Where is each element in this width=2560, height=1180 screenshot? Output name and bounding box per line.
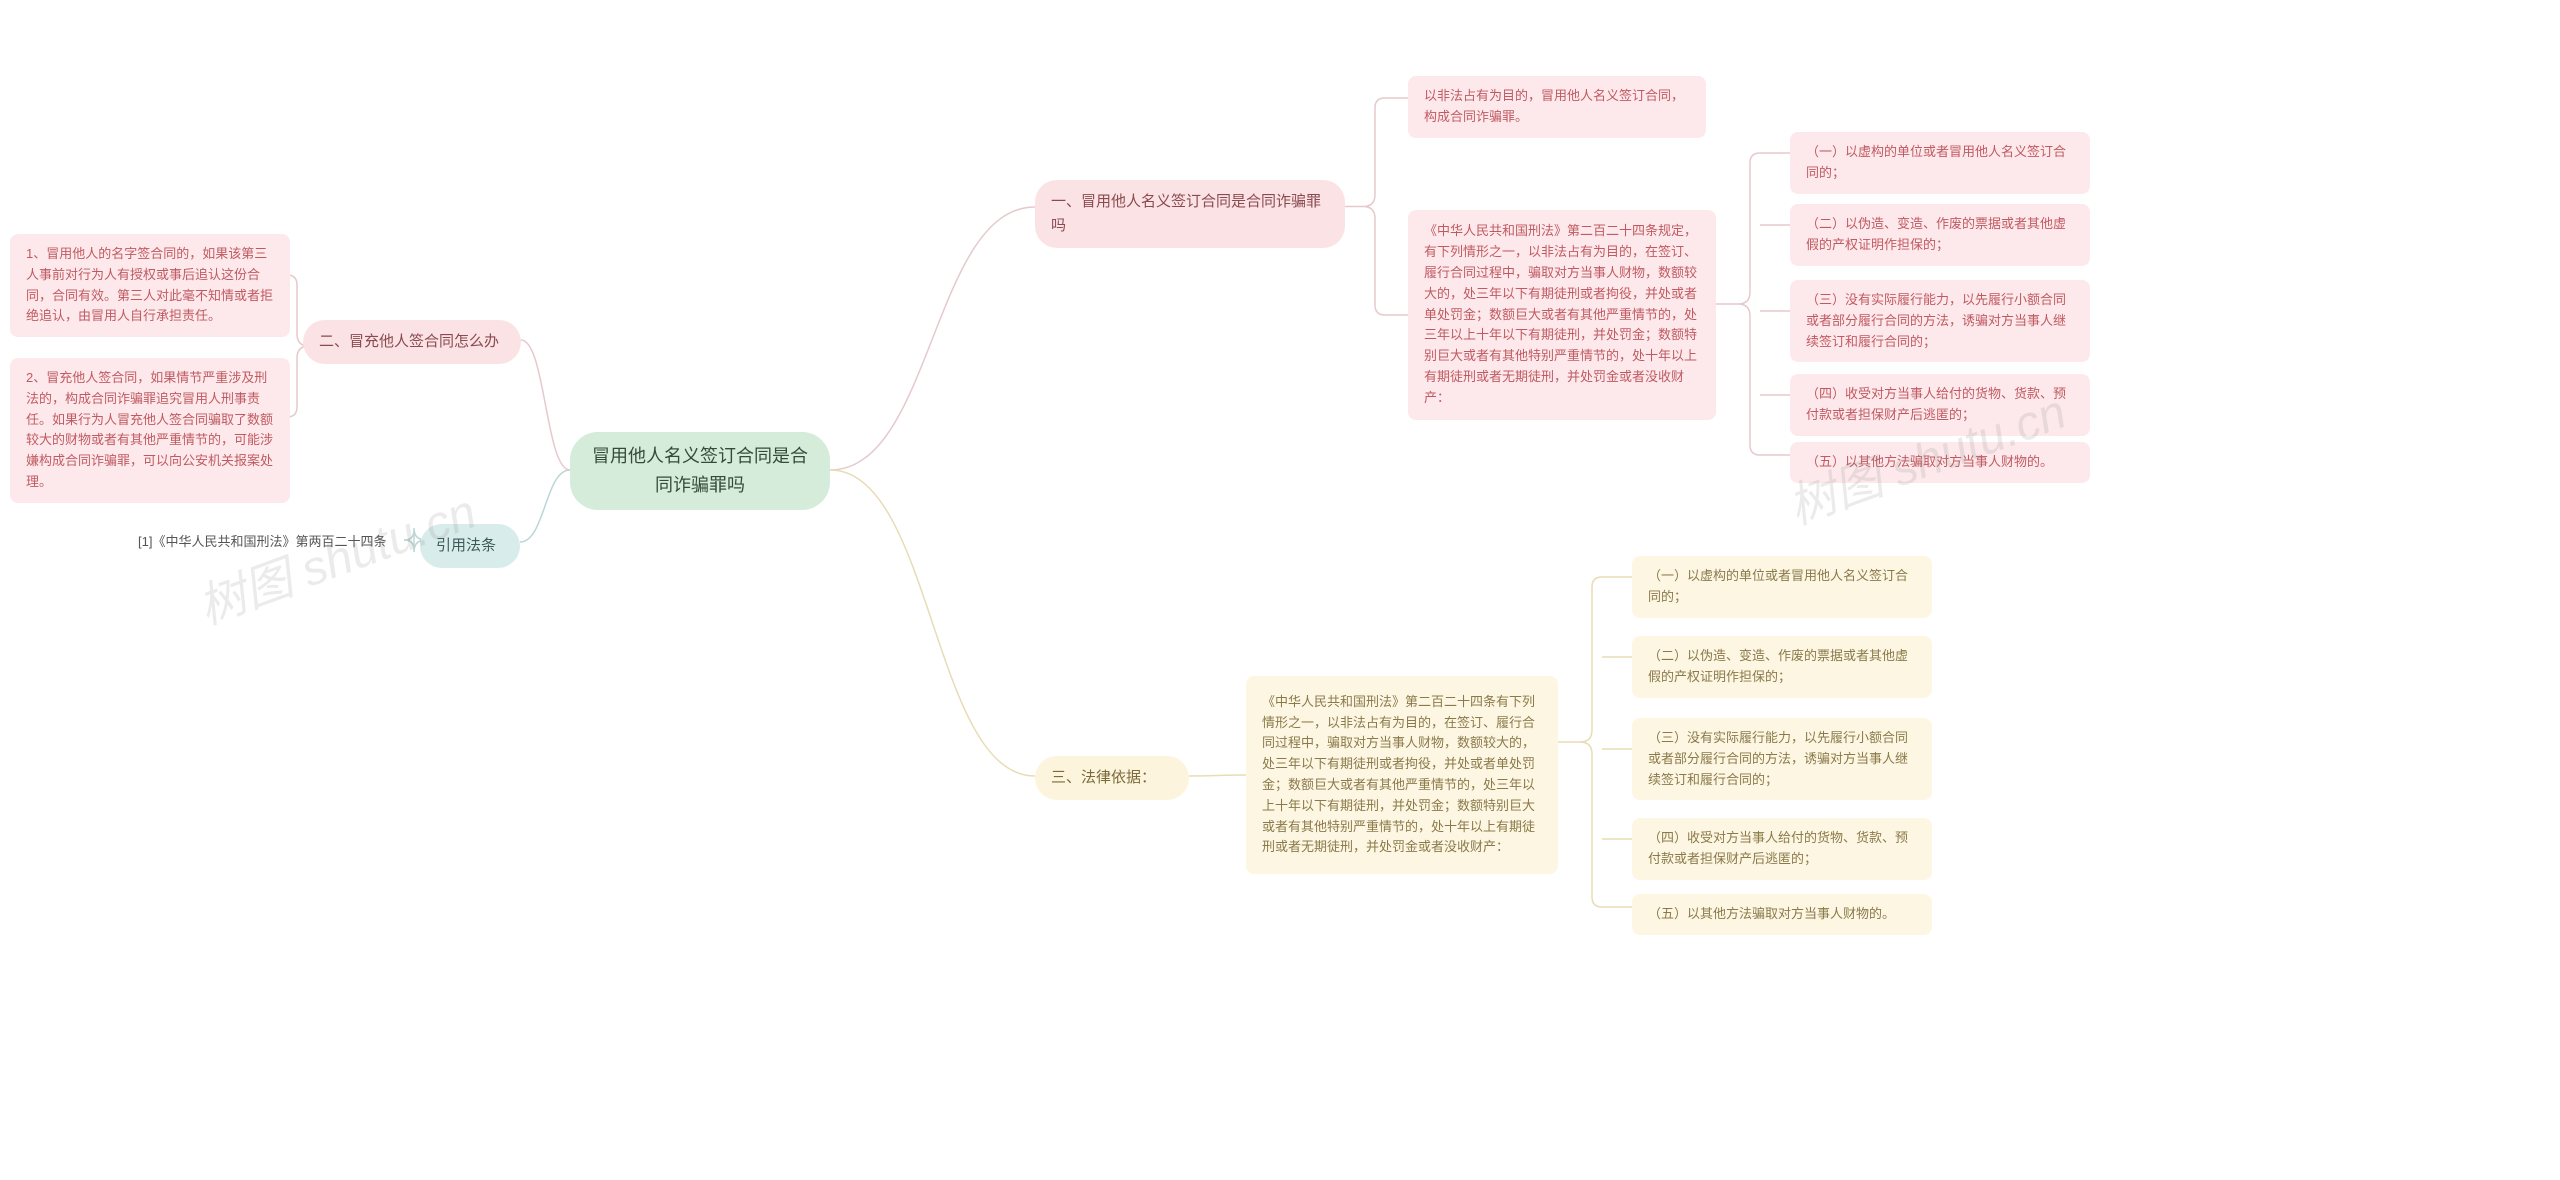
leaf: 《中华人民共和国刑法》第二百二十四条规定，有下列情形之一，以非法占有为目的，在签… xyxy=(1408,210,1716,420)
leaf: 1、冒用他人的名字签合同的，如果该第三人事前对行为人有授权或事后追认这份合同，合… xyxy=(10,234,290,337)
branch-b1: 一、冒用他人名义签订合同是合同诈骗罪吗 xyxy=(1035,180,1345,248)
leaf: （三）没有实际履行能力，以先履行小额合同或者部分履行合同的方法，诱骗对方当事人继… xyxy=(1632,718,1932,800)
leaf: （四）收受对方当事人给付的货物、货款、预付款或者担保财产后逃匿的； xyxy=(1790,374,2090,436)
leaf: （三）没有实际履行能力，以先履行小额合同或者部分履行合同的方法，诱骗对方当事人继… xyxy=(1790,280,2090,362)
leaf: （一）以虚构的单位或者冒用他人名义签订合同的； xyxy=(1790,132,2090,194)
leaf: （四）收受对方当事人给付的货物、货款、预付款或者担保财产后逃匿的； xyxy=(1632,818,1932,880)
leaf: （二）以伪造、变造、作废的票据或者其他虚假的产权证明作担保的； xyxy=(1790,204,2090,266)
leaf: 2、冒充他人签合同，如果情节严重涉及刑法的，构成合同诈骗罪追究冒用人刑事责任。如… xyxy=(10,358,290,503)
leaf: （五）以其他方法骗取对方当事人财物的。 xyxy=(1632,894,1932,935)
branch-b2: 二、冒充他人签合同怎么办 xyxy=(303,320,521,364)
root-node: 冒用他人名义签订合同是合同诈骗罪吗 xyxy=(570,432,830,510)
branch-b3: 引用法条 xyxy=(420,524,520,568)
leaf: [1]《中华人民共和国刑法》第两百二十四条 xyxy=(130,528,410,557)
leaf: （一）以虚构的单位或者冒用他人名义签订合同的； xyxy=(1632,556,1932,618)
leaf: 以非法占有为目的，冒用他人名义签订合同，构成合同诈骗罪。 xyxy=(1408,76,1706,138)
connectors-layer xyxy=(0,0,2560,1180)
leaf: （二）以伪造、变造、作废的票据或者其他虚假的产权证明作担保的； xyxy=(1632,636,1932,698)
leaf: 《中华人民共和国刑法》第二百二十四条有下列情形之一，以非法占有为目的，在签订、履… xyxy=(1246,676,1558,874)
branch-b4: 三、法律依据： xyxy=(1035,756,1189,800)
leaf: （五）以其他方法骗取对方当事人财物的。 xyxy=(1790,442,2090,483)
